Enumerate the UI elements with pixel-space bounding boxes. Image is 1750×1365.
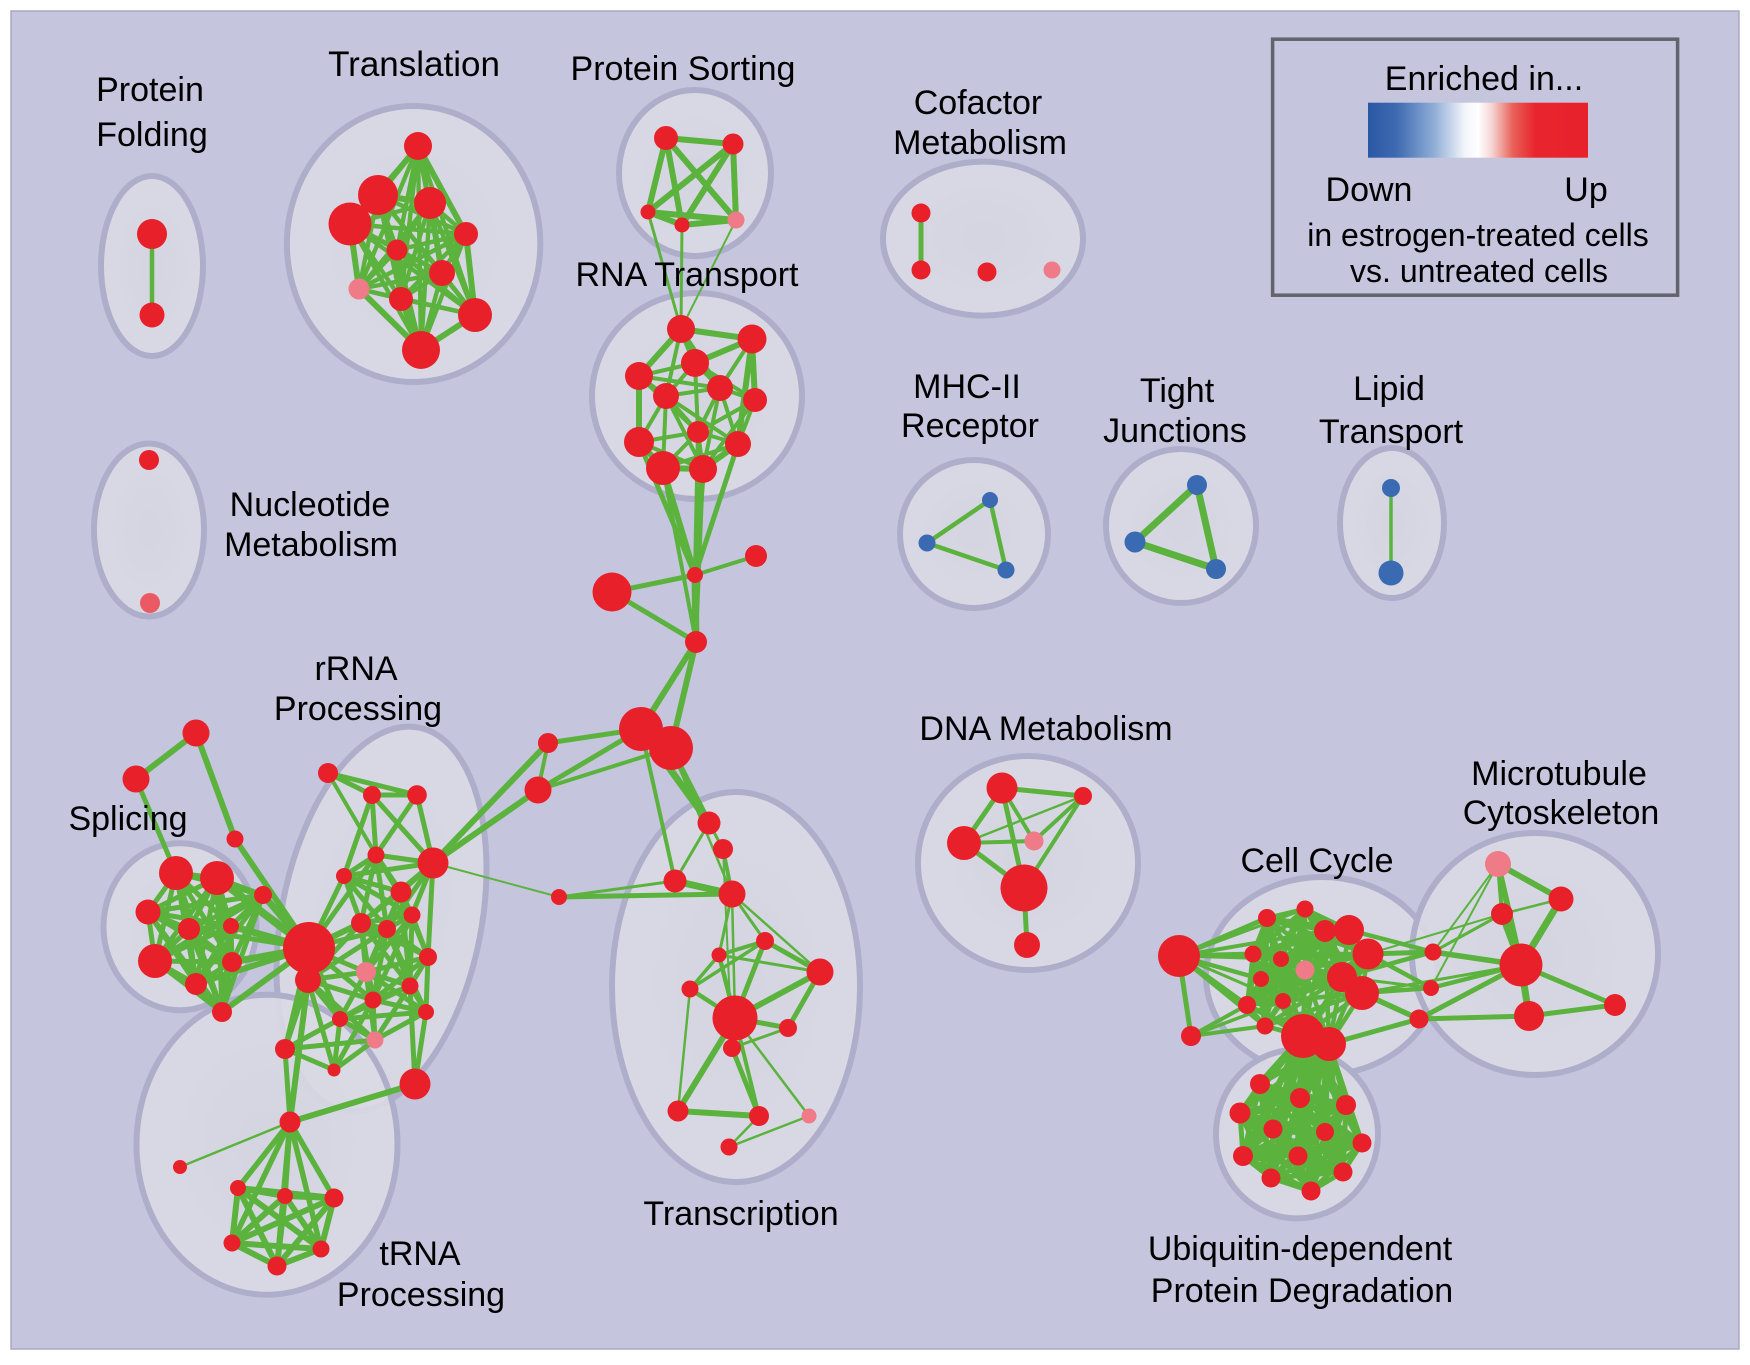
svg-text:in estrogen-treated cells: in estrogen-treated cells [1307,217,1649,253]
svg-text:Processing: Processing [337,1276,505,1314]
svg-text:Transport: Transport [1319,413,1464,451]
svg-text:vs. untreated cells: vs. untreated cells [1350,253,1608,289]
svg-text:tRNA: tRNA [379,1235,461,1273]
svg-text:Nucleotide: Nucleotide [230,486,391,524]
svg-text:Protein: Protein [96,71,204,109]
svg-text:Splicing: Splicing [68,800,187,838]
svg-text:Cytoskeleton: Cytoskeleton [1463,794,1660,832]
svg-text:Protein Degradation: Protein Degradation [1151,1272,1453,1310]
svg-text:Ubiquitin-dependent: Ubiquitin-dependent [1148,1230,1453,1268]
svg-text:MHC-II: MHC-II [913,368,1021,406]
svg-text:Cofactor: Cofactor [914,84,1043,122]
svg-text:Metabolism: Metabolism [893,124,1067,162]
svg-text:Metabolism: Metabolism [224,526,398,564]
svg-text:Tight: Tight [1140,372,1215,410]
svg-text:Processing: Processing [274,690,442,728]
svg-text:Junctions: Junctions [1103,412,1247,450]
svg-text:RNA Transport: RNA Transport [576,256,800,294]
svg-text:Translation: Translation [328,45,500,84]
svg-text:Down: Down [1326,171,1413,209]
svg-text:Folding: Folding [96,116,208,154]
svg-text:Transcription: Transcription [643,1195,838,1233]
svg-text:rRNA: rRNA [314,650,397,688]
svg-text:Microtubule: Microtubule [1471,755,1647,793]
svg-text:Lipid: Lipid [1353,370,1425,408]
svg-text:Up: Up [1564,171,1607,209]
svg-text:Protein Sorting: Protein Sorting [571,50,796,88]
svg-text:DNA Metabolism: DNA Metabolism [919,710,1172,748]
svg-text:Enriched in...: Enriched in... [1385,60,1583,98]
svg-text:Cell Cycle: Cell Cycle [1240,842,1393,880]
svg-text:Receptor: Receptor [901,407,1039,445]
